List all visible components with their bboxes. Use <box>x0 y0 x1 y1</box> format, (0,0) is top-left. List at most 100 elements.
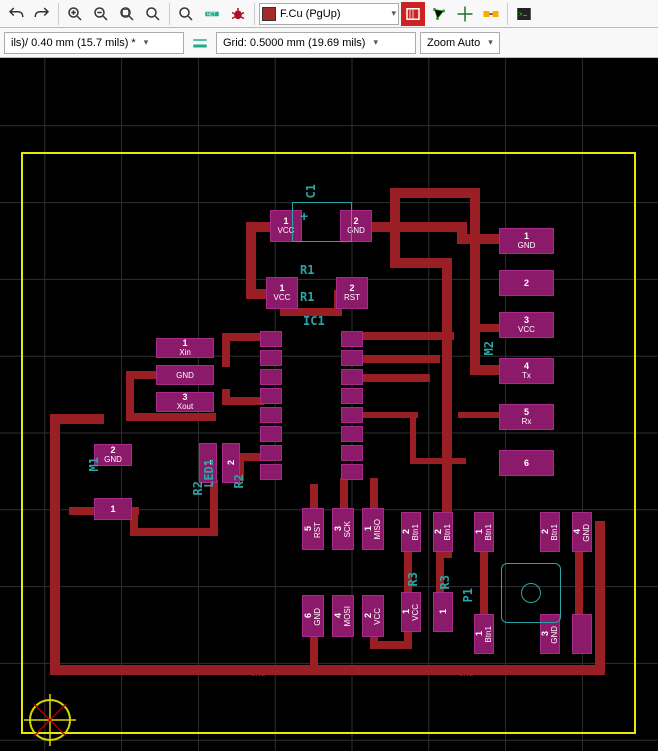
pad: 5Rx <box>499 404 554 430</box>
pad <box>260 464 282 480</box>
zoom-out-button[interactable] <box>89 2 113 26</box>
pad <box>260 407 282 423</box>
copper-track <box>457 234 505 244</box>
copper-track <box>126 413 216 421</box>
pad <box>341 445 363 461</box>
pads-layer: 1VCC2GND1VCC2RST1GND23VCC4Tx5Rx61XinGND3… <box>0 58 658 751</box>
copper-track <box>280 308 342 316</box>
copper-track <box>280 290 288 316</box>
library-button[interactable] <box>401 2 425 26</box>
copper-track <box>210 480 218 535</box>
copper-track <box>370 478 378 518</box>
pad: 2RST <box>336 277 368 309</box>
copper-track <box>310 484 318 514</box>
copper-track <box>246 222 256 297</box>
copper-track <box>370 641 412 649</box>
copper-track <box>222 333 264 341</box>
track-width-selector[interactable]: ils)/ 0.40 mm (15.7 mils) * ▾ <box>4 32 184 54</box>
component-ref: M2 <box>482 341 496 355</box>
copper-track <box>470 188 480 373</box>
copper-track <box>472 324 507 332</box>
component-ref: IC1 <box>303 314 325 328</box>
copper-track <box>404 550 412 596</box>
pad <box>341 388 363 404</box>
track-width-label: ils)/ 0.40 mm (15.7 mils) * <box>11 37 136 49</box>
pad <box>260 426 282 442</box>
pad: 3SCK <box>332 508 354 550</box>
copper-track <box>457 222 467 242</box>
zoom-selection-button[interactable] <box>141 2 165 26</box>
pad: 1VCC <box>270 210 302 242</box>
pad: 6GND <box>302 595 324 637</box>
pad: 3VCC <box>499 312 554 338</box>
zoom-in-button[interactable] <box>63 2 87 26</box>
pad <box>572 614 592 654</box>
copper-track <box>362 374 430 382</box>
pad: 2Btn1 <box>540 512 560 552</box>
pad <box>260 445 282 461</box>
copper-track <box>340 478 348 518</box>
silk-layer: C1R1R1IC1M2LED1R2R2M1R3R3P1GNDGNDGND+ <box>0 58 658 751</box>
copper-track <box>246 289 270 299</box>
main-toolbar: NET F.Cu (PgUp) ▾ <box>0 0 658 28</box>
pad: 2GND <box>94 444 132 466</box>
canvas-grid <box>0 58 658 751</box>
undo-button[interactable] <box>4 2 28 26</box>
origin-button[interactable] <box>453 2 477 26</box>
pad: 3GND <box>540 614 560 654</box>
pad: 2GND <box>340 210 372 242</box>
copper-track <box>310 634 318 672</box>
pad: 1Xin <box>156 338 214 358</box>
ratsnest-button[interactable] <box>427 2 451 26</box>
copper-track <box>126 371 134 421</box>
selection-filter-button[interactable] <box>479 2 503 26</box>
copper-track <box>390 258 450 268</box>
component-ref: R1 <box>300 290 314 304</box>
copper-track <box>458 412 506 418</box>
copper-track <box>480 550 488 618</box>
pad: 2VCC <box>362 595 384 637</box>
pad: GND <box>156 365 214 385</box>
dropdown-arrow-icon: ▾ <box>144 37 149 48</box>
grid-label: Grid: 0.5000 mm (19.69 mils) <box>223 37 365 49</box>
zoom-fit-button[interactable] <box>115 2 139 26</box>
pad <box>341 464 363 480</box>
copper-track <box>334 290 342 316</box>
pad: 1VCC <box>401 592 421 632</box>
net-highlight-button[interactable]: NET <box>200 2 224 26</box>
redo-button[interactable] <box>30 2 54 26</box>
grid-selector[interactable]: Grid: 0.5000 mm (19.69 mils) ▾ <box>216 32 416 54</box>
scripting-console-button[interactable] <box>512 2 536 26</box>
track-width-icon-button[interactable] <box>188 31 212 55</box>
zoom-selector[interactable]: Zoom Auto ▾ <box>420 32 500 54</box>
layer-selector[interactable]: F.Cu (PgUp) ▾ <box>259 3 399 25</box>
copper-track <box>124 665 132 673</box>
copper-track <box>470 365 507 375</box>
copper-track <box>442 258 452 558</box>
pad <box>341 369 363 385</box>
find-button[interactable] <box>174 2 198 26</box>
pcb-canvas[interactable]: 1VCC2GND1VCC2RST1GND23VCC4Tx5Rx61XinGND3… <box>0 58 658 751</box>
component-ref: C1 <box>304 184 318 198</box>
pad: 4Tx <box>499 358 554 384</box>
board-outline <box>0 58 658 751</box>
secondary-toolbar: ils)/ 0.40 mm (15.7 mils) * ▾ Grid: 0.50… <box>0 28 658 58</box>
drc-bug-button[interactable] <box>226 2 250 26</box>
pad: 1MISO <box>362 508 384 550</box>
component-ref: LED1 <box>202 459 216 488</box>
layer-label: F.Cu (PgUp) <box>280 8 341 20</box>
pad <box>260 388 282 404</box>
copper-track <box>595 521 605 675</box>
copper-track <box>126 371 162 379</box>
copper-track <box>94 446 104 464</box>
switch-actuator <box>521 583 541 603</box>
switch-outline <box>501 563 561 623</box>
copper-track <box>390 188 400 266</box>
component-ref: R1 <box>300 263 314 277</box>
copper-track <box>236 453 244 481</box>
cursor-marker <box>0 58 658 751</box>
copper-track <box>404 606 412 649</box>
copper-track <box>50 665 605 675</box>
pad <box>341 407 363 423</box>
copper-track <box>410 412 416 464</box>
